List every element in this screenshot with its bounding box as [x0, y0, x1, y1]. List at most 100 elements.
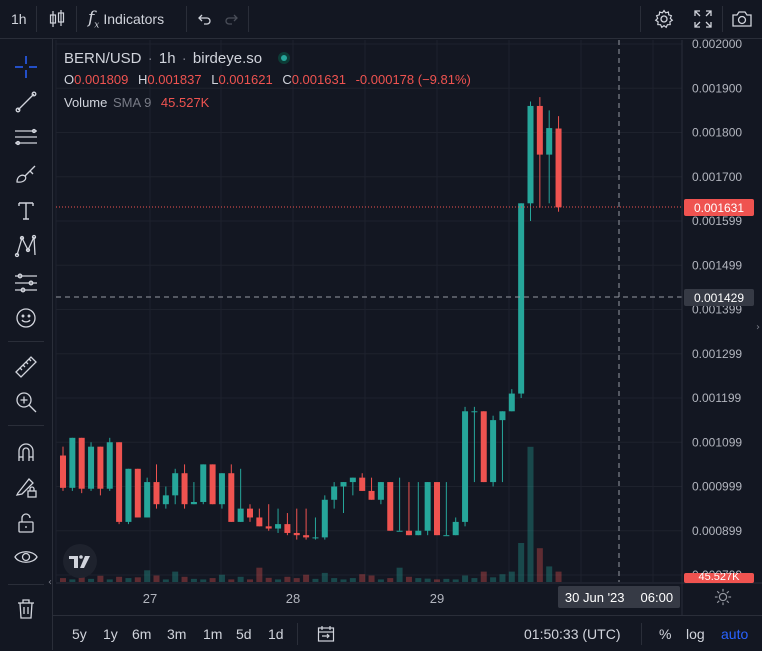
toolbar-divider [641, 623, 642, 645]
volume-bar [518, 543, 525, 582]
utc-clock[interactable]: 01:50:33 (UTC) [524, 625, 621, 642]
brush-icon[interactable] [12, 160, 40, 188]
undo-icon[interactable] [196, 0, 212, 38]
volume-bar [405, 576, 412, 582]
percent-toggle[interactable]: % [659, 625, 672, 642]
candle-body [340, 482, 347, 487]
ruler-icon[interactable] [12, 353, 40, 381]
lock-drawing-icon[interactable] [12, 473, 40, 501]
drawing-toolbar [0, 39, 53, 650]
candle-body [228, 473, 235, 522]
price-tick-label: 0.001700 [692, 170, 742, 184]
legend-dot: · [181, 50, 187, 67]
candle-body [303, 535, 310, 538]
volume-bar [134, 577, 141, 582]
range-5d[interactable]: 5d [236, 625, 252, 642]
axis-settings-icon[interactable] [714, 588, 732, 611]
text-icon[interactable] [12, 196, 40, 224]
price-tick-label: 0.001399 [692, 303, 742, 317]
candle-body [490, 420, 497, 483]
indicators-button[interactable]: fx Indicators [88, 0, 164, 38]
price-tick-label: 0.001299 [692, 347, 742, 361]
auto-toggle[interactable]: auto [721, 625, 749, 642]
range-1d[interactable]: 1d [268, 625, 284, 642]
candle-body [97, 446, 104, 489]
volume-bar [190, 578, 197, 582]
unlock-icon[interactable] [12, 509, 40, 537]
volume-bar [172, 571, 179, 582]
volume-bar [471, 578, 478, 582]
candle-body [424, 482, 431, 531]
range-6m[interactable]: 6m [132, 625, 152, 642]
range-1y[interactable]: 1y [103, 625, 118, 642]
crosshair-price-label: 0.001429 [684, 289, 754, 306]
goto-date-icon[interactable] [317, 616, 335, 651]
trend-line-icon[interactable] [12, 88, 40, 116]
candle-body [396, 530, 403, 532]
low-label: L [211, 72, 219, 87]
chart-type-icon[interactable] [48, 0, 66, 38]
redo-icon[interactable] [224, 0, 240, 38]
volume-bar [377, 579, 384, 582]
sidebar-divider [8, 341, 44, 342]
range-1m[interactable]: 1m [203, 625, 223, 642]
volume-bar [218, 574, 225, 582]
candle-body [275, 524, 282, 529]
candle-body [415, 530, 422, 536]
candle-body [284, 524, 291, 533]
interval-button[interactable]: 1h [11, 11, 27, 27]
legend-interval: 1h [158, 50, 176, 67]
candlesticks [60, 97, 562, 540]
volume-bar [125, 578, 132, 582]
market-status-icon[interactable] [278, 52, 291, 64]
candle-body [349, 477, 356, 483]
top-toolbar: 1h fx Indicators [0, 0, 762, 39]
settings-gear-icon[interactable] [654, 0, 674, 38]
eye-icon[interactable] [12, 543, 40, 571]
candle-body [106, 442, 113, 489]
range-3m[interactable]: 3m [167, 625, 187, 642]
low-value: 0.001621 [218, 72, 273, 87]
crosshair-icon[interactable] [12, 53, 40, 81]
volume-bar [424, 578, 431, 582]
candle-body [172, 473, 179, 496]
time-tick-label: 27 [143, 591, 157, 606]
time-tick-label: 28 [286, 591, 300, 606]
volume-bar [275, 579, 282, 582]
close-label: C [282, 72, 292, 87]
sidebar-divider [8, 584, 44, 585]
volume-legend: Volume SMA 9 45.527K [64, 95, 209, 110]
candle-body [508, 393, 515, 412]
toolbar-divider [640, 6, 641, 32]
candle-body [144, 482, 151, 518]
sidebar-divider [8, 425, 44, 426]
horizontal-lines-icon[interactable] [12, 123, 40, 151]
magnet-icon[interactable] [12, 438, 40, 466]
symbol-name[interactable]: BERN/USD [64, 50, 142, 67]
volume-price-label: 45.527K [684, 573, 754, 583]
pattern-icon[interactable] [12, 232, 40, 260]
volume-bar [303, 574, 310, 582]
price-chart[interactable]: 0.002000 0.001900 0.001800 0.001700 0.001599… [0, 0, 762, 615]
zoom-in-icon[interactable] [12, 388, 40, 416]
trash-icon[interactable] [12, 595, 40, 623]
volume-bar [415, 578, 422, 582]
left-collapse-icon: ‹ [48, 577, 52, 588]
emoji-icon[interactable] [12, 304, 40, 332]
prediction-tools-icon[interactable] [12, 269, 40, 297]
camera-icon[interactable] [731, 0, 753, 38]
fullscreen-icon[interactable] [694, 0, 712, 38]
log-toggle[interactable]: log [686, 625, 705, 642]
volume-bar [434, 579, 440, 582]
volume-bar [237, 576, 244, 582]
volume-bar [490, 577, 497, 582]
volume-bar [349, 578, 356, 582]
candle-body [331, 486, 338, 500]
volume-bar [116, 576, 123, 582]
range-5y[interactable]: 5y [72, 625, 87, 642]
candle-body [480, 411, 487, 483]
change-value: -0.000178 (−9.81%) [355, 72, 471, 87]
volume-bar [153, 575, 160, 582]
candle-body [78, 437, 85, 489]
symbol-legend: BERN/USD · 1h · birdeye.so [64, 50, 291, 67]
